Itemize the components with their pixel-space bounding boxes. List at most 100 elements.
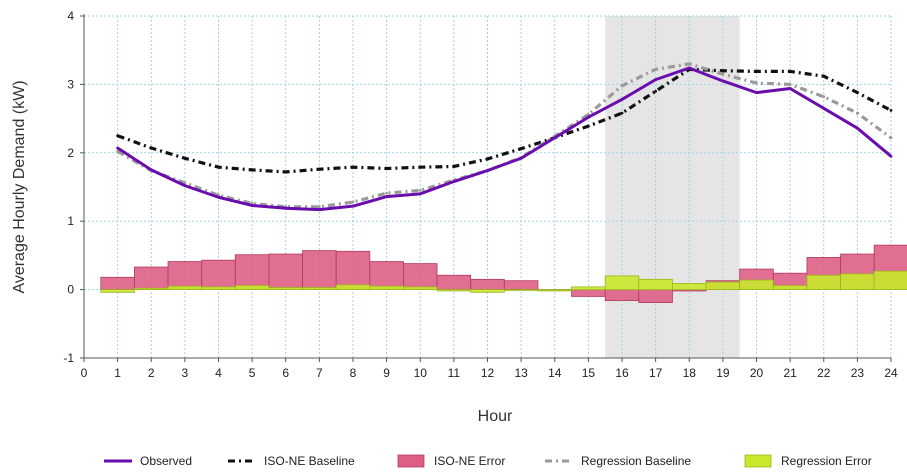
point-observed bbox=[317, 208, 321, 211]
x-tick-label: 14 bbox=[548, 366, 562, 380]
point-regression-baseline bbox=[654, 67, 658, 71]
point-iso-ne-baseline bbox=[418, 165, 422, 169]
point-iso-ne-baseline bbox=[889, 108, 893, 112]
point-regression-baseline bbox=[418, 189, 422, 192]
point-observed bbox=[822, 106, 826, 110]
point-observed bbox=[351, 204, 355, 208]
bar-regression-error bbox=[335, 284, 371, 291]
bar-iso-ne-error bbox=[201, 259, 236, 290]
point-observed bbox=[250, 204, 254, 207]
point-observed bbox=[553, 136, 557, 140]
x-tick-label: 6 bbox=[282, 366, 289, 380]
line-iso-ne-baseline bbox=[117, 67, 892, 174]
point-iso-ne-baseline bbox=[519, 147, 523, 151]
legend: Observed ISO-NE Baseline ISO-NE Error Regre… bbox=[104, 454, 872, 468]
point-regression-baseline bbox=[755, 81, 758, 85]
point-observed bbox=[217, 195, 220, 199]
bar-regression-error bbox=[403, 286, 438, 291]
x-tick-label: 10 bbox=[414, 366, 428, 380]
bar-regression-error bbox=[302, 287, 337, 291]
x-tick-label: 8 bbox=[350, 366, 357, 380]
point-regression-baseline bbox=[788, 83, 792, 86]
point-observed bbox=[116, 146, 120, 150]
point-observed bbox=[721, 79, 725, 83]
x-tick-label: 17 bbox=[649, 366, 663, 380]
x-tick-label: 9 bbox=[383, 366, 390, 380]
legend-label: ISO-NE Error bbox=[434, 454, 505, 468]
bar-regression-error bbox=[571, 286, 606, 291]
y-tick-label: 4 bbox=[67, 9, 74, 23]
x-tick-label: 4 bbox=[215, 366, 222, 380]
legend-label: Observed bbox=[140, 454, 192, 468]
y-tick-label: -1 bbox=[63, 351, 74, 365]
legend-label: Regression Baseline bbox=[581, 454, 691, 468]
bar-regression-error bbox=[234, 285, 270, 291]
point-observed bbox=[385, 195, 389, 198]
x-tick-label: 13 bbox=[514, 366, 528, 380]
legend-swatch bbox=[397, 454, 425, 468]
tick-labels: 0 1 2 3 4 5 6 7 8 9 10 11 12 13 14 15 16 17 18 19 20 21 22 23 24… bbox=[63, 9, 898, 380]
bar-iso-ne-error bbox=[234, 254, 270, 291]
bar-regression-error bbox=[638, 278, 673, 290]
x-tick-label: 12 bbox=[481, 366, 495, 380]
point-iso-ne-baseline bbox=[822, 74, 826, 78]
line-series bbox=[116, 62, 893, 212]
bar-iso-ne-error bbox=[403, 263, 438, 291]
point-iso-ne-baseline bbox=[620, 111, 624, 115]
x-tick-label: 18 bbox=[683, 366, 697, 380]
x-tick-label: 22 bbox=[817, 366, 831, 380]
point-observed bbox=[486, 169, 489, 172]
point-observed bbox=[586, 115, 590, 119]
x-tick-label: 7 bbox=[316, 366, 323, 380]
point-observed bbox=[687, 66, 691, 70]
legend-label: ISO-NE Baseline bbox=[264, 454, 355, 468]
x-tick-label: 0 bbox=[81, 366, 88, 380]
point-observed bbox=[654, 78, 658, 82]
x-tick-label: 2 bbox=[148, 366, 155, 380]
legend-label: Regression Error bbox=[781, 454, 872, 468]
bar-regression-error bbox=[100, 289, 135, 293]
point-regression-baseline bbox=[317, 205, 321, 209]
point-iso-ne-baseline bbox=[452, 165, 456, 168]
point-regression-baseline bbox=[183, 181, 187, 185]
bar-iso-ne-error bbox=[100, 276, 135, 290]
legend-item-observed: Observed bbox=[104, 454, 192, 468]
point-observed bbox=[149, 168, 153, 172]
point-regression-baseline bbox=[351, 200, 355, 204]
y-tick-label: 0 bbox=[67, 283, 74, 297]
point-observed bbox=[620, 98, 624, 101]
bar-series bbox=[100, 244, 907, 303]
bar-regression-error bbox=[436, 289, 472, 292]
axes bbox=[80, 14, 892, 362]
point-regression-baseline bbox=[620, 84, 624, 88]
point-iso-ne-baseline bbox=[149, 146, 153, 150]
y-axis-title: Average Hourly Demand (kW) bbox=[11, 80, 28, 293]
bar-iso-ne-error bbox=[302, 250, 337, 290]
bar-regression-error bbox=[201, 286, 236, 291]
bar-regression-error bbox=[772, 285, 808, 291]
point-iso-ne-baseline bbox=[183, 156, 187, 160]
bar-iso-ne-error bbox=[638, 289, 673, 303]
bar-iso-ne-error bbox=[268, 253, 303, 290]
point-observed bbox=[452, 180, 456, 183]
x-tick-label: 21 bbox=[783, 366, 797, 380]
bar-regression-error bbox=[806, 274, 841, 290]
bar-regression-error bbox=[369, 285, 404, 290]
point-iso-ne-baseline bbox=[116, 134, 120, 138]
bar-regression-error bbox=[503, 289, 539, 291]
bar-regression-error bbox=[604, 275, 640, 291]
point-iso-ne-baseline bbox=[721, 69, 725, 73]
x-axis-title: Hour bbox=[478, 408, 513, 425]
bar-iso-ne-error bbox=[335, 250, 371, 291]
bar-regression-error bbox=[840, 273, 875, 291]
point-observed bbox=[855, 126, 859, 130]
x-tick-label: 5 bbox=[249, 366, 256, 380]
point-regression-baseline bbox=[385, 191, 389, 195]
x-tick-label: 23 bbox=[851, 366, 865, 380]
point-regression-baseline bbox=[855, 111, 859, 115]
bar-regression-error bbox=[705, 281, 741, 290]
bar-iso-ne-error bbox=[571, 289, 606, 297]
plot-area bbox=[84, 16, 891, 358]
point-iso-ne-baseline bbox=[284, 170, 288, 174]
